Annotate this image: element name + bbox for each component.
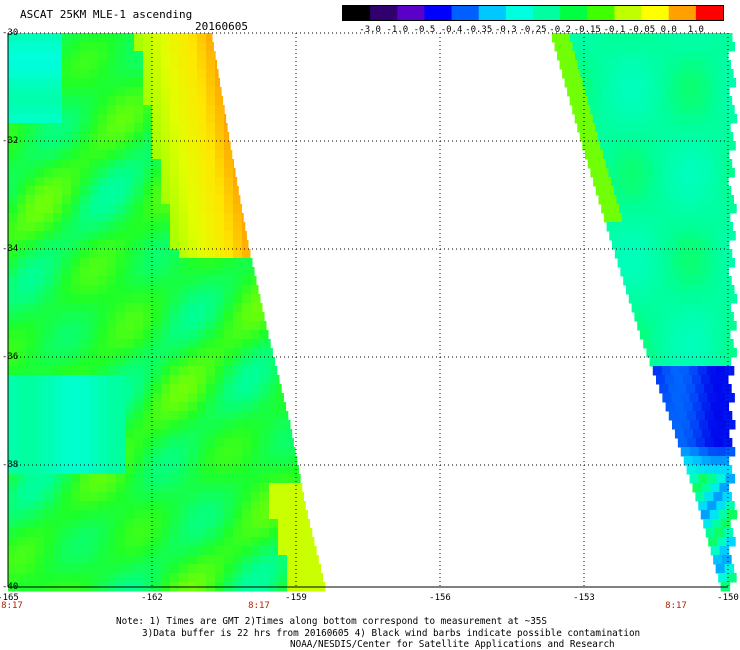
longitude-label: -156 xyxy=(429,593,451,603)
colorbar-tick-label: -0.4 xyxy=(440,25,463,35)
colorbar-segment xyxy=(668,6,697,20)
longitude-label: -153 xyxy=(573,593,595,603)
latitude-label: -34 xyxy=(2,244,19,254)
colorbar-segment xyxy=(370,6,398,20)
colorbar-segment xyxy=(695,6,723,20)
colorbar-tick-label: -0.5 xyxy=(413,25,436,35)
longitude-label: -159 xyxy=(285,593,307,603)
colorbar-tick-label: -3.0 xyxy=(359,25,381,35)
product-date: 20160605 xyxy=(195,20,248,33)
colorbar-segment xyxy=(641,6,670,20)
longitude-label: -165 xyxy=(0,593,19,603)
colorbar xyxy=(342,5,724,21)
colorbar-segment xyxy=(533,6,561,20)
colorbar-segment xyxy=(451,6,480,20)
colorbar-segment xyxy=(343,6,371,20)
longitude-label: -162 xyxy=(141,593,163,603)
colorbar-tick-label: -0.05 xyxy=(628,25,656,35)
time-label-2: 8:17 xyxy=(248,601,270,611)
colorbar-tick-label: -0.35 xyxy=(465,25,493,35)
colorbar-segment xyxy=(560,6,588,20)
colorbar-segment xyxy=(505,6,534,20)
time-label-1: 8:17 xyxy=(1,601,23,611)
colorbar-tick-label: -1.0 xyxy=(386,25,409,35)
latitude-label: -38 xyxy=(2,460,19,470)
colorbar-segment xyxy=(424,6,453,20)
note-line-2: 3)Data buffer is 22 hrs from 20160605 4)… xyxy=(142,628,641,639)
latitude-label: -32 xyxy=(2,136,19,146)
colorbar-tick-label: 0.0 xyxy=(660,25,677,35)
latitude-label: -36 xyxy=(2,352,19,362)
colorbar-segment xyxy=(587,6,616,20)
note-line-1: Note: 1) Times are GMT 2)Times along bot… xyxy=(116,616,547,627)
latitude-label: -40 xyxy=(2,582,19,592)
latitude-label: -30 xyxy=(2,28,19,38)
colorbar-tick-label: -0.15 xyxy=(573,25,601,35)
colorbar-tick-label: -0.1 xyxy=(603,25,626,35)
colorbar-segment xyxy=(614,6,643,20)
colorbar-tick-label: 1.0 xyxy=(687,25,704,35)
product-title: ASCAT 25KM MLE-1 ascending xyxy=(20,8,193,21)
colorbar-segment xyxy=(397,6,426,20)
colorbar-tick-label: -0.25 xyxy=(519,25,547,35)
longitude-label: -150 xyxy=(717,593,739,603)
time-label-3: 8:17 xyxy=(665,601,687,611)
note-line-3: NOAA/NESDIS/Center for Satellite Applica… xyxy=(290,639,615,650)
colorbar-segment xyxy=(478,6,507,20)
colorbar-tick-label: -0.2 xyxy=(549,25,571,35)
colorbar-tick-label: -0.3 xyxy=(495,25,517,35)
